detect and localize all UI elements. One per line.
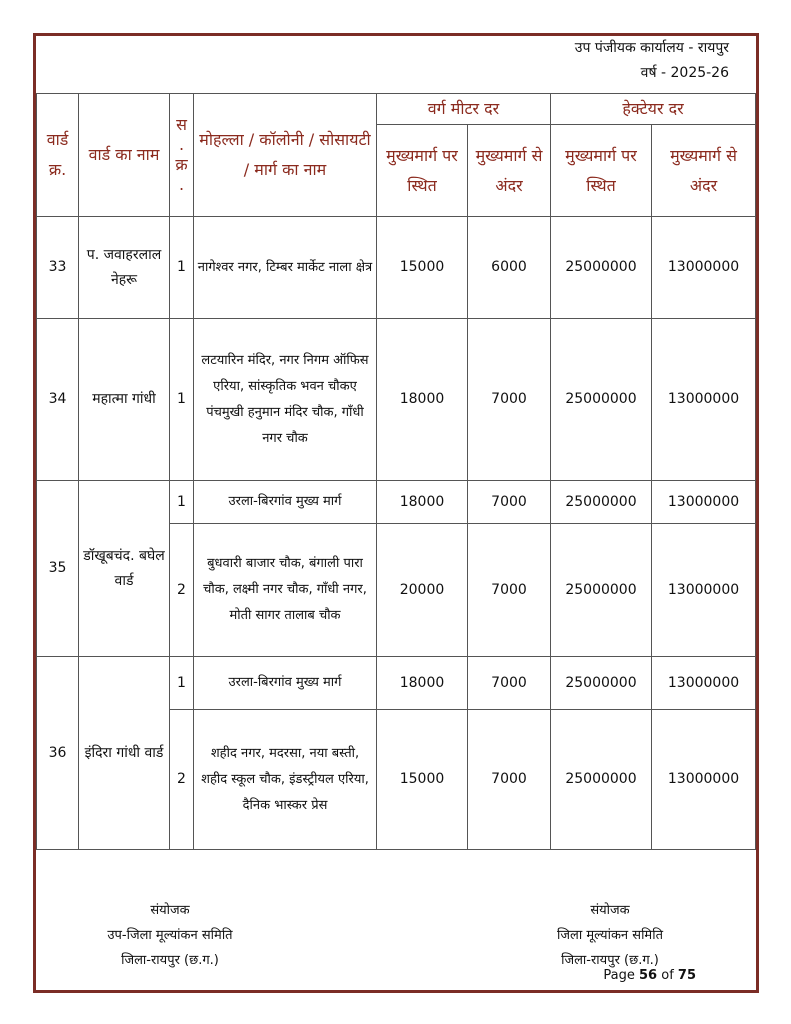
ward-no: 36: [36, 656, 79, 850]
sqm-on-road: 15000: [376, 709, 468, 850]
serial-no: 2: [169, 523, 194, 657]
hectare-on-road: 25000000: [550, 480, 652, 524]
locality: लटयारिन मंदिर, नगर निगम ऑफिस एरिया, सांस…: [193, 318, 377, 481]
col-sqm-on: मुख्यमार्ग पर स्थित: [376, 124, 468, 217]
hectare-on-road: 25000000: [550, 216, 652, 319]
hectare-on-road: 25000000: [550, 656, 652, 710]
hectare-inside: 13000000: [650, 523, 757, 657]
table-row: 33 प. जवाहरलाल नेहरू 1 नागेश्वर नगर, टिम्बर…: [36, 216, 757, 319]
ward-no: 34: [36, 318, 79, 481]
locality: उरला-बिरगांव मुख्य मार्ग: [193, 656, 377, 710]
hectare-inside: 13000000: [650, 656, 757, 710]
sqm-on-road: 18000: [376, 656, 468, 710]
col-ward-name: वार्ड का नाम: [78, 93, 170, 217]
table-row: 36 इंदिरा गांधी वार्ड 1 उरला-बिरगांव मुख्य …: [36, 656, 757, 850]
serial-no: 1: [169, 216, 194, 319]
table-row: 2 बुधवारी बाजार चौक, बंगाली पारा चौक, लक्…: [37, 523, 757, 657]
hectare-inside: 13000000: [650, 709, 757, 850]
sqm-inside: 6000: [467, 216, 551, 319]
col-serial: स . क्र .: [169, 93, 194, 217]
serial-no: 2: [169, 709, 194, 850]
table-row: 34 महात्मा गांधी 1 लटयारिन मंदिर, नगर निगम …: [36, 318, 757, 481]
ward-name: प. जवाहरलाल नेहरू: [78, 216, 170, 319]
locality: उरला-बिरगांव मुख्य मार्ग: [193, 480, 377, 524]
hectare-on-road: 25000000: [550, 523, 652, 657]
ward-no: 33: [36, 216, 79, 319]
footer-right-district: जिला-रायपुर (छ.ग.): [561, 953, 659, 968]
page-border: [33, 33, 759, 993]
col-ha-in: मुख्यमार्ग से अंदर: [650, 124, 757, 217]
table-row: 2 शहीद नगर, मदरसा, नया बस्ती, शहीद स्कूल …: [37, 709, 757, 850]
serial-no: 1: [169, 318, 194, 481]
locality: बुधवारी बाजार चौक, बंगाली पारा चौक, लक्ष…: [193, 523, 377, 657]
office-title: उप पंजीयक कार्यालय - रायपुर: [574, 40, 729, 56]
col-ward-no: वार्ड क्र.: [36, 93, 79, 217]
locality: नागेश्वर नगर, टिम्बर मार्केट नाला क्षेत्…: [193, 216, 377, 319]
footer-left-district: जिला-रायपुर (छ.ग.): [121, 953, 219, 968]
footer-left-title: संयोजक: [150, 903, 190, 918]
sqm-on-road: 18000: [376, 480, 468, 524]
sqm-inside: 7000: [467, 656, 551, 710]
col-ha-on: मुख्यमार्ग पर स्थित: [550, 124, 652, 217]
page-number: Page 56 of 75: [603, 968, 696, 983]
sqm-inside: 7000: [467, 480, 551, 524]
year-label: वर्ष - 2025-26: [640, 65, 729, 81]
sqm-on-road: 18000: [376, 318, 468, 481]
hectare-inside: 13000000: [650, 216, 757, 319]
footer-left-committee: उप-जिला मूल्यांकन समिति: [107, 928, 233, 943]
sqm-on-road: 15000: [376, 216, 468, 319]
ward-name: डॉखूबचंद. बघेल वार्ड: [78, 480, 170, 657]
ward-no: 35: [36, 480, 79, 657]
hectare-inside: 13000000: [650, 480, 757, 524]
col-locality: मोहल्ला / कॉलोनी / सोसायटी / मार्ग का ना…: [193, 93, 377, 217]
hectare-on-road: 25000000: [550, 318, 652, 481]
footer-left: संयोजक उप-जिला मूल्यांकन समिति जिला-रायप…: [90, 898, 250, 973]
sqm-on-road: 20000: [376, 523, 468, 657]
footer-right: संयोजक जिला मूल्यांकन समिति जिला-रायपुर …: [530, 898, 690, 973]
sqm-inside: 7000: [467, 709, 551, 850]
sqm-inside: 7000: [467, 318, 551, 481]
sqm-inside: 7000: [467, 523, 551, 657]
col-hectare-rate: हेक्टेयर दर: [549, 93, 757, 125]
hectare-inside: 13000000: [650, 318, 757, 481]
ward-name: इंदिरा गांधी वार्ड: [78, 656, 170, 850]
ward-name: महात्मा गांधी: [78, 318, 170, 481]
locality: शहीद नगर, मदरसा, नया बस्ती, शहीद स्कूल च…: [193, 709, 377, 850]
footer-right-title: संयोजक: [590, 903, 630, 918]
col-sqm-rate: वर्ग मीटर दर: [376, 93, 551, 125]
footer-right-committee: जिला मूल्यांकन समिति: [557, 928, 663, 943]
hectare-on-road: 25000000: [550, 709, 652, 850]
table-row: 35 डॉखूबचंद. बघेल वार्ड 1 उरला-बिरगांव मुख्…: [36, 480, 757, 657]
serial-no: 1: [169, 480, 194, 524]
col-sqm-in: मुख्यमार्ग से अंदर: [467, 124, 551, 217]
rate-table: वार्ड क्र. वार्ड का नाम स . क्र . मोहल्ल…: [36, 93, 757, 850]
serial-no: 1: [169, 656, 194, 710]
